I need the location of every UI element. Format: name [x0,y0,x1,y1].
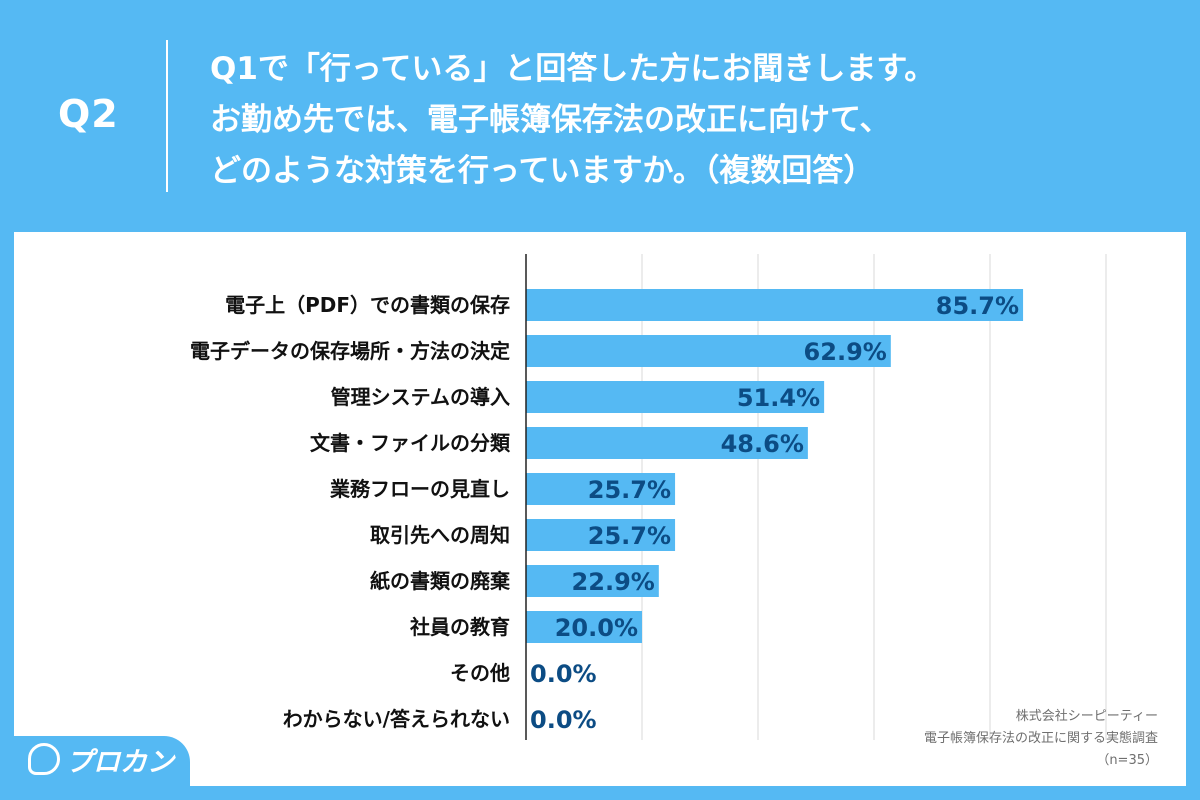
question-line: Q1で「行っている」と回答した方にお聞きします。 [210,51,936,87]
bar [526,519,676,551]
value-label: 85.7% [936,292,1019,320]
bar [526,381,825,413]
value-label: 22.9% [572,568,655,596]
category-label: 取引先への周知 [370,523,510,547]
bar [526,473,676,505]
category-label: 電子上（PDF）での書類の保存 [225,293,510,317]
category-label: 業務フローの見直し [330,477,510,501]
category-label: 文書・ファイルの分類 [310,431,511,455]
category-label: わからない/答えられない [283,707,510,731]
logo-text: プロカン [66,747,174,778]
category-label: 紙の書類の廃棄 [370,569,511,593]
bar-chart: 電子上（PDF）での書類の保存 85.7% 電子データの保存場所・方法の決定 62.9… [190,254,1107,740]
category-label: 電子データの保存場所・方法の決定 [190,339,510,363]
value-label: 0.0% [530,660,597,688]
bar [526,565,659,597]
header: Q2 Q1で「行っている」と回答した方にお聞きします。 お勤め先では、電子帳簿保… [0,0,1200,232]
source-note: 株式会社シーピーティー 電子帳簿保存法の改正に関する実態調査 （n=35） [924,706,1158,772]
header-divider [166,40,168,192]
brand-logo: プロカン [14,736,190,786]
value-label: 25.7% [588,522,671,550]
source-company: 株式会社シーピーティー [1015,709,1158,724]
category-label: 社員の教育 [409,615,510,639]
source-sample: （n=35） [1096,753,1158,768]
source-survey: 電子帳簿保存法の改正に関する実態調査 [923,731,1158,746]
bar [526,427,808,459]
value-label: 51.4% [737,384,820,412]
question-line: お勤め先では、電子帳簿保存法の改正に向けて、 [210,102,891,138]
flag-bubble-icon [28,743,60,775]
value-label: 0.0% [530,706,597,734]
category-label: その他 [450,661,510,685]
value-label: 62.9% [804,338,887,366]
category-label: 管理システムの導入 [331,385,510,409]
question-text: Q1で「行っている」と回答した方にお聞きします。 お勤め先では、電子帳簿保存法の… [210,44,935,197]
bar [526,611,642,643]
value-label: 20.0% [555,614,638,642]
question-line: どのような対策を行っていますか。（複数回答） [210,153,875,189]
bar [526,335,891,367]
value-label: 48.6% [721,430,804,458]
value-label: 25.7% [588,476,671,504]
chart-panel: 電子上（PDF）での書類の保存 85.7% 電子データの保存場所・方法の決定 62.9… [14,232,1186,786]
question-number: Q2 [58,92,119,136]
bar [526,289,1024,321]
